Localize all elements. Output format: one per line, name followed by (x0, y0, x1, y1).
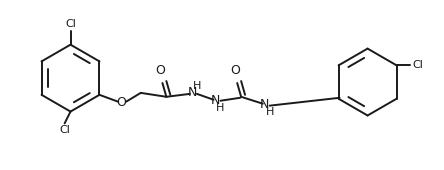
Text: Cl: Cl (412, 60, 423, 70)
Text: N: N (211, 94, 220, 107)
Text: Cl: Cl (59, 125, 70, 135)
Text: H: H (216, 103, 225, 113)
Text: H: H (266, 107, 274, 117)
Text: N: N (260, 98, 270, 111)
Text: H: H (193, 81, 201, 91)
Text: Cl: Cl (65, 19, 76, 29)
Text: N: N (187, 86, 197, 99)
Text: O: O (230, 64, 240, 77)
Text: O: O (155, 64, 166, 77)
Text: O: O (116, 96, 126, 109)
